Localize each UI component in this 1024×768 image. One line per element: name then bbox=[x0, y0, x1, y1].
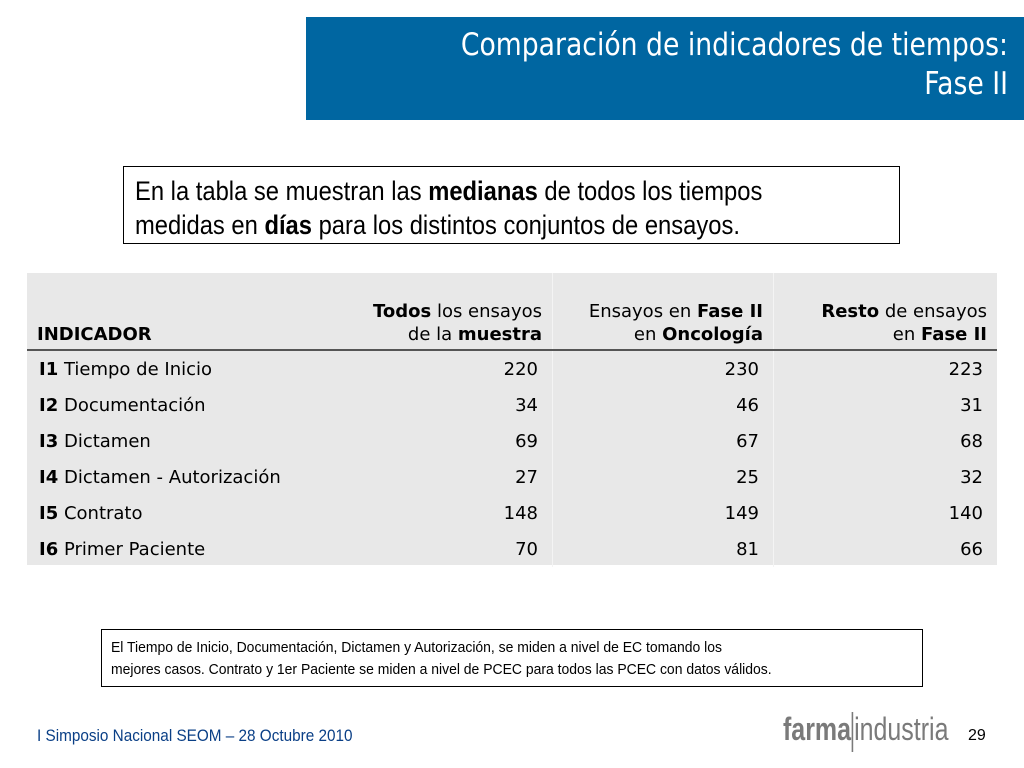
header-text: Ensayos en bbox=[589, 301, 697, 322]
intro-box: En la tabla se muestran las medianas de … bbox=[123, 166, 900, 244]
header-bold: muestra bbox=[458, 324, 542, 345]
header-text: en bbox=[634, 324, 662, 345]
row-indicator: I4 Dictamen - Autorización bbox=[27, 459, 332, 495]
intro-text: medidas en bbox=[135, 210, 264, 240]
cell-todos: 69 bbox=[332, 423, 553, 459]
row-indicator: I3 Dictamen bbox=[27, 423, 332, 459]
indicator-name: Primer Paciente bbox=[58, 539, 205, 560]
table-header-row: INDICADOR Todos los ensayos de la muestr… bbox=[27, 273, 997, 350]
cell-todos: 220 bbox=[332, 350, 553, 387]
table-row: I6 Primer Paciente 70 81 66 bbox=[27, 531, 997, 567]
table-row: I3 Dictamen 69 67 68 bbox=[27, 423, 997, 459]
cell-fase2-oncologia: 67 bbox=[553, 423, 774, 459]
slide-title: Comparación de indicadores de tiempos: F… bbox=[306, 17, 1024, 120]
logo-bold-text: farma bbox=[783, 711, 851, 747]
cell-todos: 27 bbox=[332, 459, 553, 495]
cell-resto: 223 bbox=[774, 350, 998, 387]
cell-fase2-oncologia: 81 bbox=[553, 531, 774, 567]
intro-line-2: medidas en días para los distintos conju… bbox=[135, 208, 807, 242]
page-number: 29 bbox=[968, 727, 986, 745]
cell-resto: 32 bbox=[774, 459, 998, 495]
footnote-line-1: El Tiempo de Inicio, Documentación, Dict… bbox=[111, 637, 865, 659]
cell-fase2-oncologia: 149 bbox=[553, 495, 774, 531]
indicator-code: I6 bbox=[39, 539, 58, 560]
indicator-code: I2 bbox=[39, 395, 58, 416]
header-text: de ensayos bbox=[879, 301, 987, 322]
footnote-line-2: mejores casos. Contrato y 1er Paciente s… bbox=[111, 659, 865, 681]
logo-light-text: industria bbox=[854, 711, 948, 747]
farmaindustria-logo: farmaindustria bbox=[783, 711, 948, 757]
table-row: I4 Dictamen - Autorización 27 25 32 bbox=[27, 459, 997, 495]
table-row: I5 Contrato 148 149 140 bbox=[27, 495, 997, 531]
row-indicator: I6 Primer Paciente bbox=[27, 531, 332, 567]
header-bold: Fase II bbox=[921, 324, 987, 345]
intro-bold: días bbox=[264, 210, 312, 240]
indicator-name: Contrato bbox=[58, 503, 142, 524]
header-indicador: INDICADOR bbox=[27, 273, 332, 350]
header-bold: Todos bbox=[373, 301, 431, 322]
indicator-name: Dictamen bbox=[58, 431, 151, 452]
footnote-box: El Tiempo de Inicio, Documentación, Dict… bbox=[101, 629, 923, 687]
cell-todos: 34 bbox=[332, 387, 553, 423]
cell-fase2-oncologia: 230 bbox=[553, 350, 774, 387]
indicator-name: Documentación bbox=[58, 395, 205, 416]
header-resto: Resto de ensayos en Fase II bbox=[774, 273, 998, 350]
indicators-table-grid: INDICADOR Todos los ensayos de la muestr… bbox=[27, 273, 997, 567]
cell-fase2-oncologia: 46 bbox=[553, 387, 774, 423]
header-bold: Resto bbox=[821, 301, 879, 322]
intro-line-1: En la tabla se muestran las medianas de … bbox=[135, 174, 807, 208]
cell-resto: 66 bbox=[774, 531, 998, 567]
footer-event: I Simposio Nacional SEOM – 28 Octubre 20… bbox=[37, 726, 353, 746]
indicator-name: Dictamen - Autorización bbox=[58, 467, 281, 488]
header-text: en bbox=[893, 324, 921, 345]
indicator-code: I1 bbox=[39, 359, 58, 380]
cell-fase2-oncologia: 25 bbox=[553, 459, 774, 495]
cell-todos: 70 bbox=[332, 531, 553, 567]
header-todos: Todos los ensayos de la muestra bbox=[332, 273, 553, 350]
intro-text: para los distintos conjuntos de ensayos. bbox=[312, 210, 740, 240]
row-indicator: I5 Contrato bbox=[27, 495, 332, 531]
cell-resto: 140 bbox=[774, 495, 998, 531]
indicator-code: I4 bbox=[39, 467, 58, 488]
table-row: I1 Tiempo de Inicio 220 230 223 bbox=[27, 350, 997, 387]
intro-text: de todos los tiempos bbox=[538, 176, 763, 206]
cell-resto: 68 bbox=[774, 423, 998, 459]
header-bold: Fase II bbox=[697, 301, 763, 322]
indicators-table: INDICADOR Todos los ensayos de la muestr… bbox=[27, 273, 997, 565]
intro-text: En la tabla se muestran las bbox=[135, 176, 428, 206]
header-bold: Oncología bbox=[662, 324, 763, 345]
slide-title-line2: Fase II bbox=[404, 65, 1008, 104]
row-indicator: I1 Tiempo de Inicio bbox=[27, 350, 332, 387]
cell-todos: 148 bbox=[332, 495, 553, 531]
header-fase2-oncologia: Ensayos en Fase II en Oncología bbox=[553, 273, 774, 350]
indicator-code: I5 bbox=[39, 503, 58, 524]
intro-bold: medianas bbox=[428, 176, 538, 206]
header-text: los ensayos bbox=[431, 301, 542, 322]
indicator-name: Tiempo de Inicio bbox=[58, 359, 212, 380]
indicator-code: I3 bbox=[39, 431, 58, 452]
cell-resto: 31 bbox=[774, 387, 998, 423]
header-text: de la bbox=[408, 324, 458, 345]
slide-title-line1: Comparación de indicadores de tiempos: bbox=[404, 26, 1008, 65]
row-indicator: I2 Documentación bbox=[27, 387, 332, 423]
table-row: I2 Documentación 34 46 31 bbox=[27, 387, 997, 423]
